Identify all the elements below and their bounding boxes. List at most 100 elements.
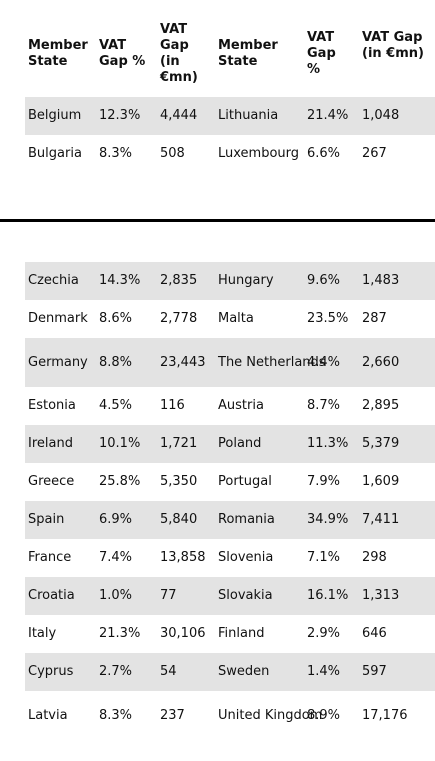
- vat-gap-mn-cell: 5,350: [160, 474, 198, 489]
- vat-gap-mn-cell: 597: [359, 653, 435, 691]
- vat-gap-pct-cell: 1.4%: [304, 653, 359, 691]
- header-vat-gap-mn-2: VAT Gap (in €mn): [362, 30, 424, 61]
- vat-gap-mn-cell: 1,721: [157, 425, 215, 463]
- vat-gap-pct-cell: 8.9%: [307, 708, 341, 723]
- vat-gap-mn-cell: 1,048: [359, 97, 435, 135]
- member-state-cell: Lithuania: [215, 97, 304, 135]
- vat-gap-pct-cell: 7.4%: [99, 550, 133, 565]
- vat-gap-mn-cell: 267: [362, 146, 387, 161]
- vat-gap-pct-cell: 4.4%: [304, 338, 359, 387]
- vat-gap-pct-cell: 2.7%: [96, 653, 157, 691]
- vat-gap-pct-cell: 7.1%: [307, 550, 341, 565]
- member-state-cell: Estonia: [28, 398, 76, 413]
- vat-gap-pct-cell: 8.3%: [99, 708, 133, 723]
- member-state-cell: Sweden: [215, 653, 304, 691]
- vat-gap-pct-cell: 9.6%: [304, 262, 359, 300]
- member-state-cell: Denmark: [28, 311, 88, 326]
- vat-gap-pct-cell: 4.5%: [99, 398, 133, 413]
- member-state-cell: Romania: [215, 501, 304, 539]
- table-row: Belgium 12.3% 4,444 Lithuania 21.4% 1,048: [25, 97, 435, 135]
- vat-gap-pct-cell: 25.8%: [99, 474, 141, 489]
- member-state-cell: Czechia: [25, 262, 96, 300]
- member-state-cell: Bulgaria: [28, 146, 82, 161]
- member-state-cell: Greece: [28, 474, 75, 489]
- vat-gap-pct-cell: 16.1%: [304, 577, 359, 615]
- member-state-cell: United Kingdom: [218, 708, 323, 723]
- vat-gap-pct-cell: 8.7%: [307, 398, 341, 413]
- vat-gap-mn-cell: 646: [362, 626, 387, 641]
- vat-gap-pct-cell: 10.1%: [96, 425, 157, 463]
- vat-gap-mn-cell: 287: [362, 311, 387, 326]
- member-state-cell: Spain: [25, 501, 96, 539]
- member-state-cell: Latvia: [28, 708, 68, 723]
- member-state-cell: Slovenia: [218, 550, 274, 565]
- vat-gap-pct-cell: 21.4%: [304, 97, 359, 135]
- vat-gap-mn-cell: 77: [157, 577, 215, 615]
- vat-gap-mn-cell: 5,840: [157, 501, 215, 539]
- table-header: Member State VAT Gap % VAT Gap (in €mn) …: [0, 20, 435, 90]
- member-state-cell: Croatia: [25, 577, 96, 615]
- vat-gap-mn-cell: 23,443: [157, 338, 215, 387]
- table-row: Croatia 1.0% 77 Slovakia 16.1% 1,313: [25, 577, 435, 615]
- vat-gap-mn-cell: 2,835: [157, 262, 215, 300]
- member-state-cell: Poland: [215, 425, 304, 463]
- table-row: Estonia 4.5% 116 Austria 8.7% 2,895: [25, 387, 435, 425]
- member-state-cell: Ireland: [25, 425, 96, 463]
- table-row: Bulgaria 8.3% 508 Luxembourg 6.6% 267: [25, 135, 435, 173]
- vat-gap-pct-cell: 8.6%: [99, 311, 133, 326]
- header-member-state-2: Member State: [218, 38, 278, 69]
- vat-gap-pct-cell: 7.9%: [307, 474, 341, 489]
- table-row: Cyprus 2.7% 54 Sweden 1.4% 597: [25, 653, 435, 691]
- table-row: Denmark 8.6% 2,778 Malta 23.5% 287: [25, 300, 435, 338]
- header-vat-gap-pct-1: VAT Gap %: [99, 38, 146, 69]
- vat-gap-pct-cell: 2.9%: [307, 626, 341, 641]
- vat-gap-mn-cell: 298: [362, 550, 387, 565]
- vat-table-bottom: Czechia 14.3% 2,835 Hungary 9.6% 1,483 Denmark…: [25, 262, 435, 741]
- vat-gap-pct-cell: 23.5%: [307, 311, 349, 326]
- header-vat-gap-mn-1: VAT Gap (in €mn): [160, 22, 198, 85]
- vat-gap-mn-cell: 7,411: [359, 501, 435, 539]
- vat-gap-pct-cell: 1.0%: [96, 577, 157, 615]
- member-state-cell: The Netherlands: [215, 338, 326, 387]
- vat-gap-mn-cell: 30,106: [160, 626, 206, 641]
- vat-gap-pct-cell: 6.9%: [96, 501, 157, 539]
- member-state-cell: France: [28, 550, 72, 565]
- vat-table-top: Belgium 12.3% 4,444 Lithuania 21.4% 1,048 Bulg…: [25, 97, 435, 173]
- member-state-cell: Cyprus: [25, 653, 96, 691]
- header-vat-gap-pct-2: VAT Gap %: [307, 30, 336, 77]
- table-row: Spain 6.9% 5,840 Romania 34.9% 7,411: [25, 501, 435, 539]
- vat-gap-pct-cell: 8.3%: [99, 146, 133, 161]
- vat-gap-mn-cell: 2,778: [160, 311, 198, 326]
- member-state-cell: Portugal: [218, 474, 272, 489]
- vat-gap-pct-cell: 8.8%: [96, 338, 157, 387]
- table-row: France 7.4% 13,858 Slovenia 7.1% 298: [25, 539, 435, 577]
- member-state-cell: Hungary: [215, 262, 304, 300]
- vat-gap-pct-cell: 14.3%: [96, 262, 157, 300]
- table-row: Czechia 14.3% 2,835 Hungary 9.6% 1,483: [25, 262, 435, 300]
- table-row: Germany 8.8% 23,443 The Netherlands 4.4% 2,66…: [25, 338, 435, 387]
- member-state-cell: Malta: [218, 311, 254, 326]
- vat-gap-mn-cell: 1,609: [362, 474, 400, 489]
- vat-gap-mn-cell: 508: [160, 146, 185, 161]
- vat-gap-mn-cell: 4,444: [157, 97, 215, 135]
- vat-gap-mn-cell: 13,858: [160, 550, 206, 565]
- section-divider: [0, 219, 435, 222]
- vat-gap-pct-cell: 6.6%: [307, 146, 341, 161]
- vat-gap-pct-cell: 21.3%: [99, 626, 141, 641]
- vat-gap-mn-cell: 116: [160, 398, 185, 413]
- member-state-cell: Italy: [28, 626, 57, 641]
- vat-gap-mn-cell: 237: [160, 708, 185, 723]
- member-state-cell: Slovakia: [215, 577, 304, 615]
- table-row: Italy 21.3% 30,106 Finland 2.9% 646: [25, 615, 435, 653]
- member-state-cell: Austria: [218, 398, 264, 413]
- vat-gap-pct-cell: 11.3%: [304, 425, 359, 463]
- member-state-cell: Finland: [218, 626, 265, 641]
- table-row: Latvia 8.3% 237 United Kingdom 8.9% 17,176: [25, 691, 435, 741]
- vat-gap-mn-cell: 2,895: [362, 398, 400, 413]
- vat-gap-mn-cell: 54: [157, 653, 215, 691]
- vat-gap-mn-cell: 17,176: [362, 708, 408, 723]
- vat-gap-pct-cell: 12.3%: [96, 97, 157, 135]
- vat-gap-mn-cell: 5,379: [359, 425, 435, 463]
- vat-gap-mn-cell: 1,483: [359, 262, 435, 300]
- vat-gap-mn-cell: 1,313: [359, 577, 435, 615]
